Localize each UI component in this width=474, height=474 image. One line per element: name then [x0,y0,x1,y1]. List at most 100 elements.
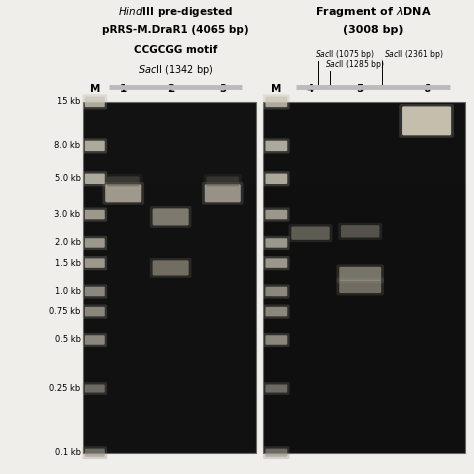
FancyBboxPatch shape [263,208,290,222]
Bar [83,230,256,242]
FancyBboxPatch shape [82,256,107,270]
FancyBboxPatch shape [82,304,107,319]
Bar [263,114,465,125]
FancyBboxPatch shape [265,173,287,184]
Text: $\mathit{Hind}$III pre-digested: $\mathit{Hind}$III pre-digested [118,5,233,19]
FancyBboxPatch shape [265,210,287,219]
FancyBboxPatch shape [85,384,105,392]
Bar [83,312,256,324]
FancyBboxPatch shape [105,184,141,202]
FancyBboxPatch shape [265,287,287,296]
Bar [263,137,465,149]
Bar [263,265,465,277]
FancyBboxPatch shape [265,335,287,345]
Bar [263,207,465,219]
FancyBboxPatch shape [399,104,454,138]
Bar [263,441,465,453]
FancyBboxPatch shape [263,256,290,270]
FancyBboxPatch shape [82,333,107,347]
Bar [263,149,465,160]
Bar [263,219,465,230]
Bar [83,125,256,137]
Text: CCGCGG motif: CCGCGG motif [134,45,217,55]
Text: 4: 4 [307,84,314,94]
FancyBboxPatch shape [202,182,244,205]
FancyBboxPatch shape [150,258,191,278]
Text: pRRS-M.DraR1 (4065 bp): pRRS-M.DraR1 (4065 bp) [102,25,249,35]
FancyBboxPatch shape [402,106,451,136]
Text: 1: 1 [119,84,127,94]
FancyBboxPatch shape [263,304,290,319]
Bar [263,301,465,312]
Bar [83,394,256,406]
FancyBboxPatch shape [265,307,287,316]
FancyBboxPatch shape [263,171,290,186]
FancyBboxPatch shape [265,384,287,392]
Text: (3008 bp): (3008 bp) [343,25,403,35]
Bar [263,312,465,324]
FancyBboxPatch shape [263,284,290,299]
FancyBboxPatch shape [203,174,242,189]
Text: 15 kb: 15 kb [57,97,81,106]
FancyBboxPatch shape [82,138,107,154]
Bar [83,336,256,347]
Text: $\mathit{Sac}$II (1075 bp): $\mathit{Sac}$II (1075 bp) [315,48,374,61]
FancyBboxPatch shape [82,208,107,222]
Bar [83,347,256,359]
Bar [83,359,256,371]
Text: $\mathit{Sac}$II (1285 bp): $\mathit{Sac}$II (1285 bp) [325,58,384,71]
FancyBboxPatch shape [263,333,290,347]
Bar [83,102,256,453]
FancyBboxPatch shape [85,141,105,151]
Bar [83,172,256,184]
FancyBboxPatch shape [82,171,107,186]
Text: 0.5 kb: 0.5 kb [55,336,81,345]
FancyBboxPatch shape [85,335,105,345]
Text: $\mathit{Sac}$II (2361 bp): $\mathit{Sac}$II (2361 bp) [384,48,443,61]
Text: 5: 5 [356,84,364,94]
Bar [263,371,465,383]
FancyBboxPatch shape [85,210,105,219]
FancyBboxPatch shape [85,238,105,248]
Bar [83,429,256,441]
FancyBboxPatch shape [102,182,144,205]
Bar [83,371,256,383]
FancyBboxPatch shape [337,264,384,283]
Bar [263,394,465,406]
FancyBboxPatch shape [263,94,290,109]
FancyBboxPatch shape [339,280,381,293]
Bar [83,184,256,195]
FancyBboxPatch shape [339,267,381,281]
FancyBboxPatch shape [82,284,107,299]
FancyBboxPatch shape [85,448,105,457]
Bar [263,172,465,184]
Bar [263,242,465,254]
FancyBboxPatch shape [153,209,189,226]
Text: 0.75 kb: 0.75 kb [49,307,81,316]
Bar [263,347,465,359]
Bar [83,219,256,230]
Bar [83,137,256,149]
Bar [83,114,256,125]
Text: 0.25 kb: 0.25 kb [49,384,81,393]
Bar [83,383,256,394]
FancyBboxPatch shape [288,224,333,242]
FancyBboxPatch shape [85,97,105,107]
Bar [83,301,256,312]
Text: Fragment of $\lambda$DNA: Fragment of $\lambda$DNA [315,5,432,19]
Bar [83,289,256,301]
Bar [263,184,465,195]
FancyBboxPatch shape [263,236,290,250]
Bar [83,277,256,289]
Text: $\mathit{Sac}$II (1342 bp): $\mathit{Sac}$II (1342 bp) [137,63,213,77]
Text: 2.0 kb: 2.0 kb [55,238,81,247]
Bar [83,160,256,172]
Bar [83,265,256,277]
Bar [263,254,465,265]
Bar [263,324,465,336]
Bar [83,149,256,160]
FancyBboxPatch shape [104,174,142,189]
FancyBboxPatch shape [265,448,287,457]
Text: 8.0 kb: 8.0 kb [55,141,81,150]
Bar [83,418,256,429]
